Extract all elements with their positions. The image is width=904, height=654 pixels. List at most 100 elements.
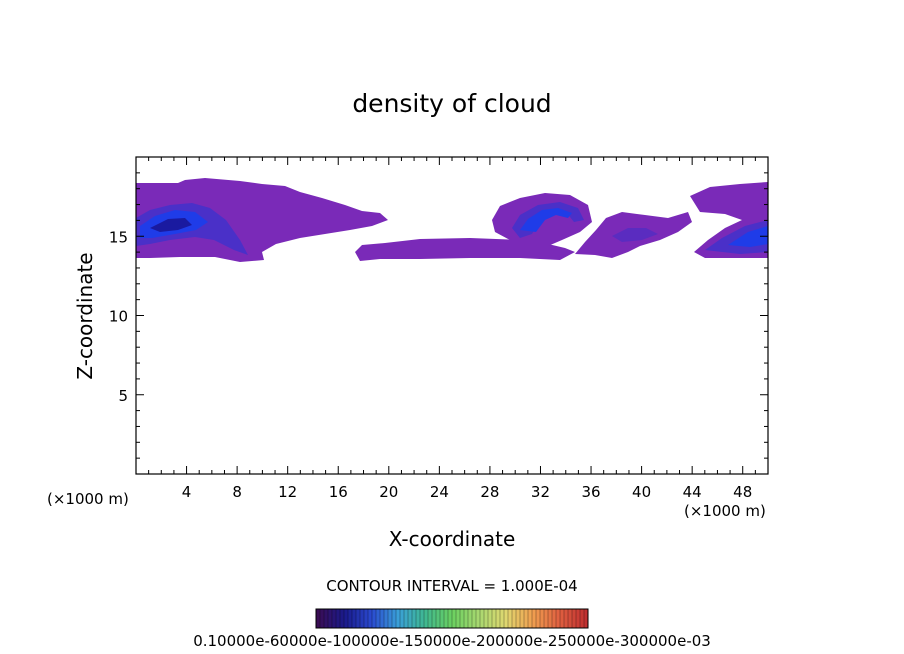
- colorbar-stripe: [468, 609, 473, 628]
- colorbar-stripe: [504, 609, 509, 628]
- x-unit-left: (×1000 m): [47, 490, 129, 508]
- colorbar-stripe: [376, 609, 381, 628]
- x-tick-label: 44: [683, 483, 702, 501]
- colorbar-stripe: [412, 609, 417, 628]
- colorbar-stripe: [472, 609, 477, 628]
- colorbar-stripe: [436, 609, 441, 628]
- colorbar-stripe: [448, 609, 453, 628]
- x-tick-label: 16: [329, 483, 348, 501]
- y-tick-labels: 5 10 15: [109, 228, 128, 405]
- colorbar-stripe: [452, 609, 457, 628]
- colorbar-stripe: [420, 609, 425, 628]
- colorbar-stripe: [328, 609, 333, 628]
- colorbar-stripe: [424, 609, 429, 628]
- x-tick-label: 20: [379, 483, 398, 501]
- colorbar-stripe: [332, 609, 337, 628]
- colorbar-stripe: [480, 609, 485, 628]
- colorbar-stripe: [500, 609, 505, 628]
- colorbar-stripe: [360, 609, 365, 628]
- cloud-eddy-core: [520, 208, 572, 232]
- colorbar-stripe: [528, 609, 533, 628]
- colorbar-stripe: [320, 609, 325, 628]
- colorbar-stripe: [520, 609, 525, 628]
- colorbar-stripe: [392, 609, 397, 628]
- colorbar-stripe: [524, 609, 529, 628]
- colorbar-stripe: [488, 609, 493, 628]
- colorbar-stripe: [404, 609, 409, 628]
- colorbar-stripe: [584, 609, 589, 628]
- x-tick-label: 12: [278, 483, 297, 501]
- cloud-left-center: [150, 218, 192, 232]
- colorbar-stripe: [540, 609, 545, 628]
- colorbar-stripe: [456, 609, 461, 628]
- colorbar-stripe: [464, 609, 469, 628]
- x-tick-label: 24: [430, 483, 449, 501]
- y-axis-label: Z-coordinate: [73, 252, 97, 379]
- x-tick-labels: 4 8 12 16 20 24 28 32 36 40 44 48: [182, 483, 752, 501]
- colorbar-stripe: [564, 609, 569, 628]
- colorbar-stripe: [544, 609, 549, 628]
- colorbar-stripe: [316, 609, 321, 628]
- colorbar-stripe: [536, 609, 541, 628]
- colorbar-stripe: [416, 609, 421, 628]
- plot-area: [135, 156, 769, 475]
- colorbar-stripe: [512, 609, 517, 628]
- x-tick-label: 40: [632, 483, 651, 501]
- x-tick-label: 48: [733, 483, 752, 501]
- colorbar-stripe: [560, 609, 565, 628]
- colorbar-stripe: [428, 609, 433, 628]
- colorbar-labels: 0.10000e-60000e-100000e-150000e-200000e-…: [193, 632, 711, 650]
- colorbar-stripe: [496, 609, 501, 628]
- colorbar-stripe: [568, 609, 573, 628]
- colorbar-stripe: [516, 609, 521, 628]
- x-tick-label: 32: [531, 483, 550, 501]
- chart-title: density of cloud: [352, 89, 551, 118]
- colorbar-stripe: [580, 609, 585, 628]
- colorbar-stripe: [324, 609, 329, 628]
- colorbar-stripe: [388, 609, 393, 628]
- cloud-right-core: [728, 226, 768, 247]
- colorbar-stripe: [432, 609, 437, 628]
- cloud-band: [355, 238, 575, 261]
- x-tick-label: 36: [581, 483, 600, 501]
- colorbar-stripe: [396, 609, 401, 628]
- axis-ticks: [136, 157, 768, 474]
- colorbar-stripe: [484, 609, 489, 628]
- colorbar-stripe: [368, 609, 373, 628]
- contour-interval-note: CONTOUR INTERVAL = 1.000E-04: [326, 577, 577, 595]
- colorbar-stripe: [352, 609, 357, 628]
- colorbar-stripe: [380, 609, 385, 628]
- colorbar-stripe: [344, 609, 349, 628]
- colorbar: [315, 609, 589, 628]
- colorbar-stripe: [400, 609, 405, 628]
- y-tick-label: 15: [109, 228, 128, 246]
- x-unit-right: (×1000 m): [684, 502, 766, 520]
- colorbar-stripe: [552, 609, 557, 628]
- colorbar-stripe: [444, 609, 449, 628]
- colorbar-stripe: [372, 609, 377, 628]
- colorbar-frame: [315, 608, 589, 629]
- colorbar-stripe: [408, 609, 413, 628]
- colorbar-stripe: [364, 609, 369, 628]
- colorbar-stripe: [440, 609, 445, 628]
- x-axis-label: X-coordinate: [389, 527, 516, 551]
- cloud-midright-inner: [612, 228, 658, 242]
- colorbar-stripe: [576, 609, 581, 628]
- colorbar-stripe: [476, 609, 481, 628]
- colorbar-stripe: [336, 609, 341, 628]
- colorbar-stripe: [348, 609, 353, 628]
- colorbar-stripe: [384, 609, 389, 628]
- colorbar-stripe: [532, 609, 537, 628]
- x-tick-label: 4: [182, 483, 192, 501]
- colorbar-stripe: [508, 609, 513, 628]
- x-tick-label: 28: [480, 483, 499, 501]
- cloud-field: [136, 178, 768, 262]
- colorbar-stripe: [548, 609, 553, 628]
- cloud-left-outer: [136, 178, 388, 262]
- colorbar-stripe: [460, 609, 465, 628]
- colorbar-stripe: [556, 609, 561, 628]
- colorbar-stripe: [356, 609, 361, 628]
- colorbar-stripe: [572, 609, 577, 628]
- colorbar-stripe: [492, 609, 497, 628]
